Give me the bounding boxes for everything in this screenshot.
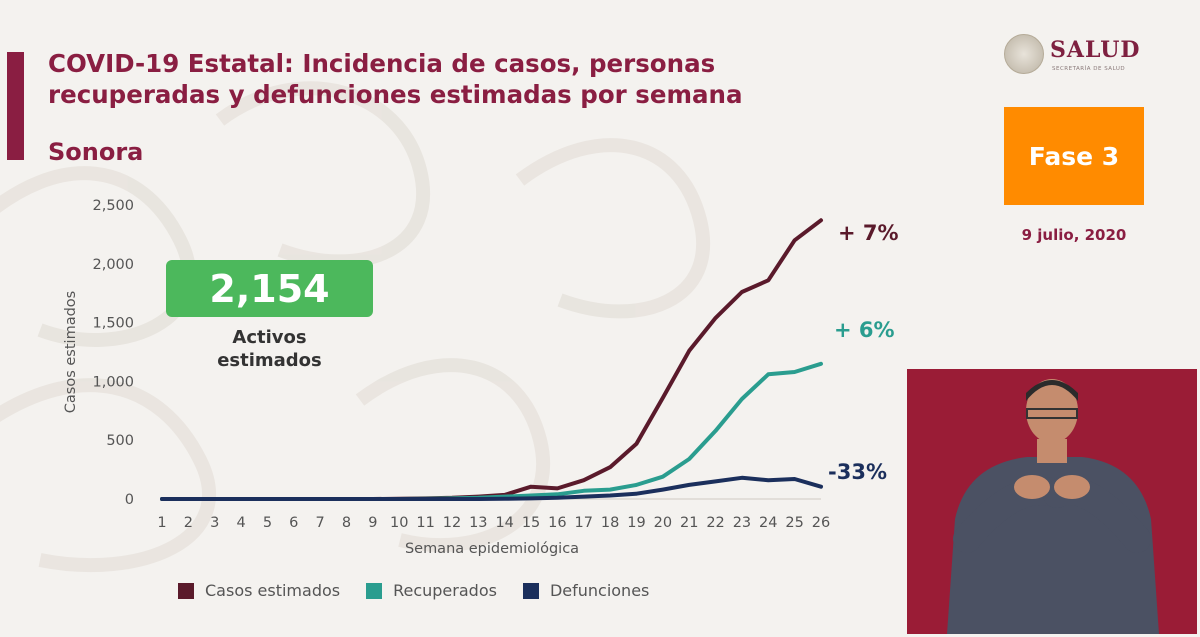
y-tick-label: 1,500: [92, 316, 134, 332]
x-tick-label: 26: [812, 515, 830, 531]
series-line-casos: [160, 218, 823, 501]
title-line-1: COVID-19 Estatal: Incidencia de casos, p…: [48, 49, 716, 78]
y-axis-ticks: 0 500 1,000 1,500 2,000 2,500: [92, 198, 134, 508]
x-tick-label: 22: [706, 515, 724, 531]
y-tick-label: 0: [125, 492, 134, 508]
x-tick-label: 8: [342, 515, 351, 531]
legend-swatch-recuperados: [366, 582, 383, 599]
legend-item-casos: Casos estimados: [178, 581, 340, 600]
x-tick-label: 25: [785, 515, 803, 531]
legend-swatch-casos: [178, 582, 194, 599]
x-tick-label: 2: [184, 515, 193, 531]
x-tick-label: 11: [416, 515, 434, 531]
series-annotations: + 7% + 6% -33%: [828, 221, 899, 484]
title-line-2: recuperadas y defunciones estimadas por …: [48, 80, 743, 109]
chart-legend: Casos estimados Recuperados Defunciones: [178, 581, 675, 600]
active-cases-label: Activos estimados: [166, 326, 373, 372]
x-tick-label: 21: [680, 515, 698, 531]
legend-item-defunciones: Defunciones: [522, 581, 650, 600]
x-tick-label: 15: [522, 515, 540, 531]
legend-item-recuperados: Recuperados: [366, 581, 497, 600]
x-tick-label: 19: [627, 515, 645, 531]
legend-swatch-defunciones: [522, 582, 539, 599]
x-tick-label: 3: [210, 515, 219, 531]
legend-label-recuperados: Recuperados: [393, 581, 497, 600]
x-tick-label: 20: [654, 515, 672, 531]
annotation-casos: + 7%: [838, 221, 899, 245]
x-tick-label: 12: [443, 515, 461, 531]
annotation-recuperados: + 6%: [834, 318, 895, 342]
y-tick-label: 2,000: [92, 257, 134, 273]
x-tick-label: 24: [759, 515, 777, 531]
x-tick-label: 5: [263, 515, 272, 531]
y-tick-label: 500: [106, 433, 134, 449]
x-tick-label: 9: [368, 515, 377, 531]
x-axis-ticks: 1 2 3 4 5 6 7 8 9 10 11 12 13 14 15 16 17 18 19 20 21 22 23 24 2…: [157, 515, 830, 531]
x-axis-title: Semana epidemiológica: [405, 541, 579, 557]
legend-label-casos: Casos estimados: [205, 581, 341, 600]
phase-badge: Fase 3: [1004, 107, 1144, 205]
title-accent-bar: [7, 52, 24, 160]
report-date: 9 julio, 2020: [1021, 226, 1127, 244]
series-lines: [160, 218, 823, 501]
state-subtitle: Sonora: [48, 138, 144, 166]
interpreter-figure: [907, 369, 1197, 634]
annotation-defunciones: -33%: [828, 460, 887, 484]
x-tick-label: 17: [575, 515, 593, 531]
logo-text: SALUD: [1050, 37, 1141, 63]
y-tick-label: 2,500: [92, 198, 134, 214]
x-tick-label: 7: [316, 515, 325, 531]
legend-label-defunciones: Defunciones: [549, 581, 650, 600]
x-tick-label: 13: [469, 515, 487, 531]
x-tick-label: 10: [390, 515, 408, 531]
x-tick-label: 14: [495, 515, 513, 531]
x-tick-label: 23: [733, 515, 751, 531]
x-tick-label: 4: [236, 515, 245, 531]
chart-title: COVID-19 Estatal: Incidencia de casos, p…: [48, 48, 848, 110]
x-tick-label: 18: [601, 515, 619, 531]
salud-logo: SALUD SECRETARÍA DE SALUD: [1000, 30, 1180, 88]
y-axis-title: Casos estimados: [63, 291, 79, 413]
x-tick-label: 6: [289, 515, 298, 531]
kpi-label-line-1: Activos: [232, 327, 307, 348]
x-tick-label: 1: [157, 515, 166, 531]
active-cases-value: 2,154: [166, 260, 373, 317]
sign-language-interpreter-video: [907, 369, 1197, 634]
y-tick-label: 1,000: [92, 374, 134, 390]
kpi-label-line-2: estimados: [217, 350, 322, 371]
logo-subtext: SECRETARÍA DE SALUD: [1052, 66, 1126, 72]
national-seal-icon: [1004, 34, 1044, 74]
series-line-defunciones: [160, 475, 823, 501]
x-tick-label: 16: [548, 515, 566, 531]
